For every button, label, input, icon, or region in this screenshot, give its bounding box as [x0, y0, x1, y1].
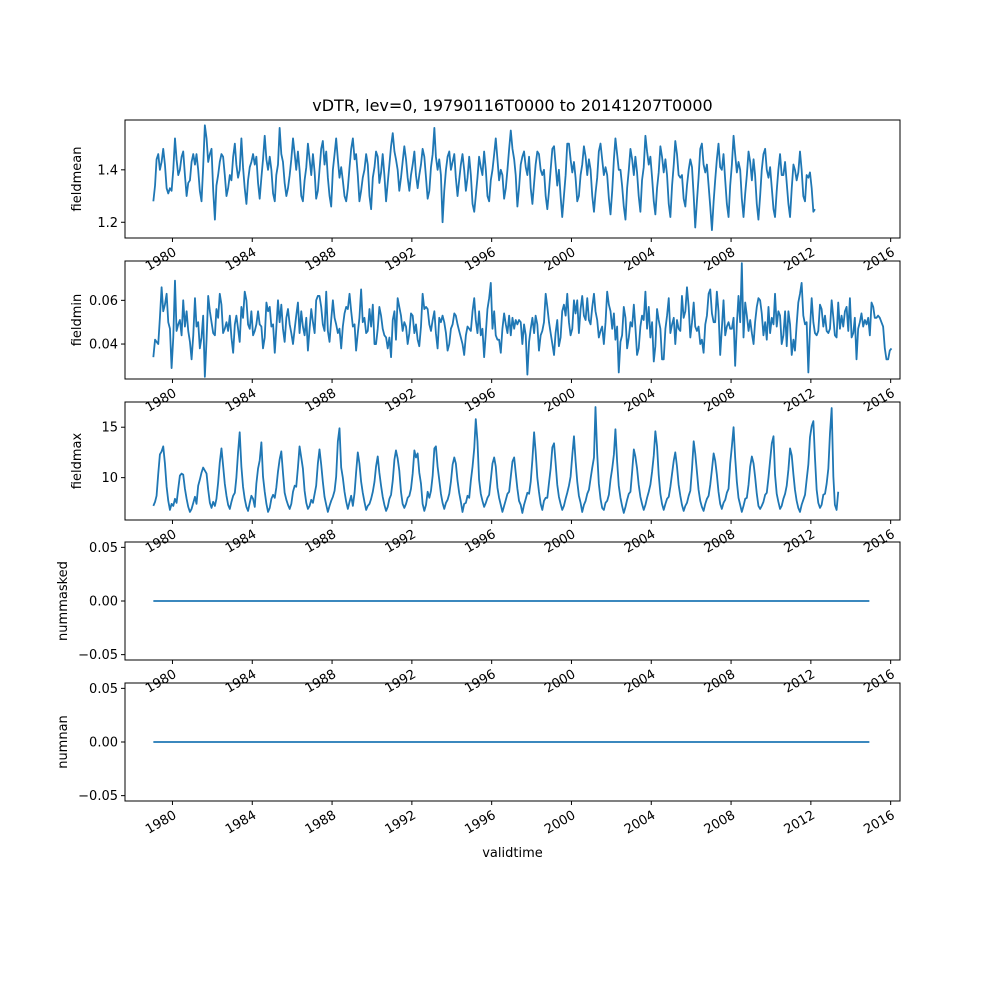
x-tick-label: 1996	[462, 245, 498, 275]
y-tick-label: 0.00	[89, 595, 118, 610]
chart-panel-1: 1.2 1.4 1980 1984 1988 1992 1996 2000 2004 2008 20…	[70, 96, 901, 275]
x-tick-label: 2012	[782, 808, 818, 838]
x-tick-label: 1980	[143, 667, 179, 697]
chart-title: vDTR, lev=0, 19790116T0000 to 20141207T0…	[312, 96, 712, 115]
y-tick-label: −0.05	[78, 648, 118, 663]
x-tick-label: 1992	[383, 808, 419, 838]
x-tick-label: 2000	[542, 667, 578, 697]
x-tick-label: 2016	[861, 808, 897, 838]
x-tick-label: 1992	[383, 667, 419, 697]
y-tick-label: 0.06	[89, 294, 118, 309]
y-axis-label: fieldmin	[70, 294, 85, 347]
y-axis-label: fieldmax	[70, 433, 85, 490]
y-tick-label: 0.00	[89, 736, 118, 751]
chart-panel-4: −0.05 0.00 0.05 1980 1984 1988 1992 1996 2000 200…	[56, 541, 901, 697]
axes-frame	[124, 401, 901, 521]
x-tick-label: 1992	[383, 386, 419, 416]
x-axis-label: validtime	[482, 846, 543, 861]
series-line-1	[152, 406, 840, 514]
x-tick-label: 1984	[223, 386, 259, 416]
x-tick-label: 2008	[702, 667, 738, 697]
x-tick-label: 2004	[622, 386, 658, 416]
y-tick-label: 10	[101, 471, 118, 486]
x-tick-label: 1980	[143, 386, 179, 416]
x-tick-label: 2000	[542, 245, 578, 275]
series-line-1	[152, 124, 816, 232]
x-tick-label: 2004	[622, 245, 658, 275]
x-tick-label: 1980	[143, 245, 179, 275]
x-tick-label: 2008	[702, 386, 738, 416]
x-tick-label: 1996	[462, 667, 498, 697]
x-tick-label: 1984	[223, 667, 259, 697]
x-tick-label: 1984	[223, 245, 259, 275]
x-tick-label: 1988	[303, 808, 339, 838]
x-tick-label: 2016	[861, 667, 897, 697]
x-tick-label: 2004	[622, 667, 658, 697]
y-tick-label: −0.05	[78, 789, 118, 804]
y-axis-label: nummasked	[56, 561, 71, 641]
chart-panel-2: 0.04 0.06 1980 1984 1988 1992 1996 2000 2004 2008…	[70, 260, 901, 416]
x-tick-label: 1996	[462, 808, 498, 838]
x-tick-label: 1988	[303, 386, 339, 416]
y-tick-label: 15	[101, 421, 118, 436]
x-tick-label: 1992	[383, 245, 419, 275]
x-tick-label: 2008	[702, 808, 738, 838]
y-tick-label: 1.2	[97, 216, 118, 231]
x-tick-label: 1984	[223, 808, 259, 838]
chart-panel-5: −0.05 0.00 0.05 1980 1984 1988 1992 1996 2000 200…	[56, 682, 901, 861]
y-tick-label: 0.05	[89, 682, 118, 697]
y-tick-label: 0.05	[89, 541, 118, 556]
y-tick-label: 0.04	[89, 338, 118, 353]
x-tick-label: 1988	[303, 245, 339, 275]
x-tick-label: 2004	[622, 808, 658, 838]
x-tick-label: 1988	[303, 667, 339, 697]
x-tick-label: 2016	[861, 386, 897, 416]
axes-frame	[124, 260, 901, 380]
x-tick-label: 2000	[542, 808, 578, 838]
x-tick-label: 2012	[782, 386, 818, 416]
y-axis-label: numnan	[56, 715, 71, 769]
y-tick-label: 1.4	[97, 163, 118, 178]
series-line-1	[152, 262, 893, 378]
x-tick-label: 1996	[462, 386, 498, 416]
x-tick-label: 1980	[143, 808, 179, 838]
x-tick-label: 2012	[782, 667, 818, 697]
x-tick-label: 2008	[702, 245, 738, 275]
x-tick-label: 2016	[861, 245, 897, 275]
x-tick-label: 2012	[782, 245, 818, 275]
x-tick-label: 2000	[542, 386, 578, 416]
axes-frame	[124, 119, 901, 239]
y-axis-label: fieldmean	[70, 147, 85, 212]
